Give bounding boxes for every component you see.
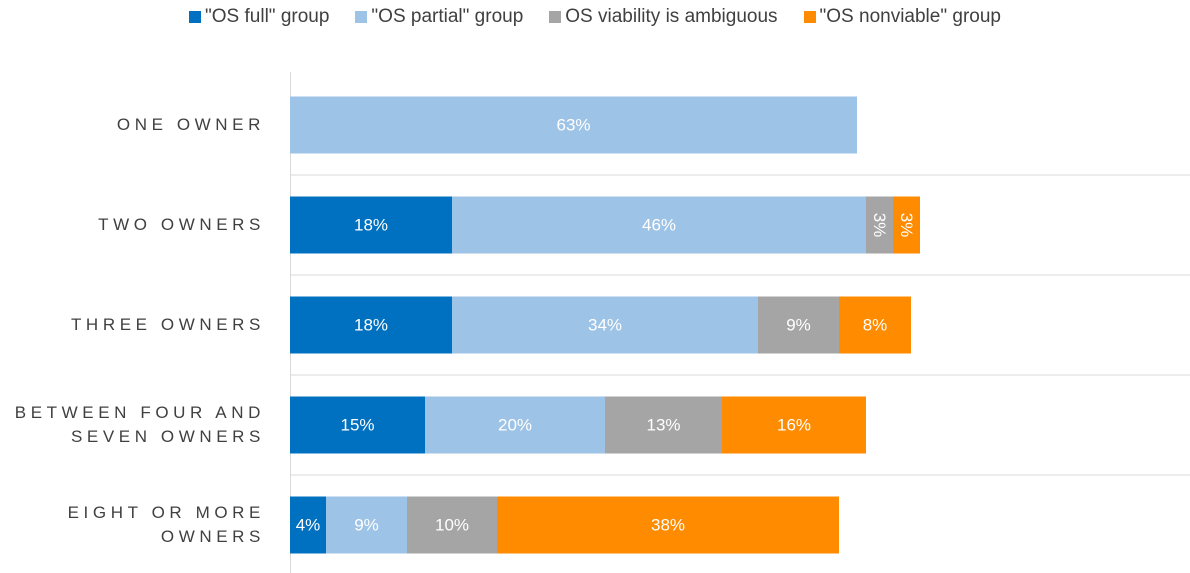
data-label: 38% [651, 516, 685, 535]
data-label: 34% [588, 316, 622, 335]
legend-swatch [803, 11, 816, 23]
legend-item: "OS partial" group [355, 6, 523, 28]
data-label: 13% [646, 416, 680, 435]
legend-label: OS viability is ambiguous [565, 6, 778, 27]
bar-segment [407, 496, 497, 554]
legend: "OS full" group "OS partial" group OS viab… [0, 6, 1190, 28]
y-tick-label: TWO OWNERS [98, 215, 265, 234]
bar-segment [425, 396, 605, 454]
legend-label: "OS nonviable" group [819, 6, 1001, 27]
legend-swatch [189, 11, 202, 23]
data-label: 15% [340, 416, 374, 435]
legend-item: OS viability is ambiguous [549, 6, 778, 28]
data-label: 4% [296, 516, 321, 535]
y-tick-label: BETWEEN FOUR AND SEVEN OWNERS [14, 403, 265, 446]
bar-segment [290, 96, 857, 154]
data-label: 10% [435, 516, 469, 535]
y-tick-label: EIGHT OR MORE OWNERS [67, 503, 265, 546]
legend-swatch [549, 11, 562, 23]
bar-segment [758, 296, 839, 354]
bar-segment [605, 396, 722, 454]
bar-segment [290, 396, 425, 454]
legend-label: "OS full" group [205, 6, 330, 27]
legend-item: "OS nonviable" group [803, 6, 1001, 28]
bar-segment [452, 296, 758, 354]
bar-segment [452, 196, 866, 254]
legend-item: "OS full" group [189, 6, 329, 28]
bar-segment [839, 296, 911, 354]
bar-segment [866, 196, 893, 254]
y-tick-label: THREE OWNERS [70, 315, 265, 334]
data-label: 3% [870, 213, 889, 238]
legend-swatch [355, 11, 368, 23]
bar-segment [722, 396, 866, 454]
data-label: 8% [863, 316, 888, 335]
bar-segment [290, 196, 452, 254]
data-label: 9% [354, 516, 379, 535]
data-label: 18% [354, 216, 388, 235]
data-label: 16% [777, 416, 811, 435]
legend-label: "OS partial" group [371, 6, 524, 27]
data-label: 46% [642, 216, 676, 235]
bar-segment [893, 196, 920, 254]
y-tick-label: ONE OWNER [116, 115, 265, 134]
data-label: 63% [556, 116, 590, 135]
data-label: 18% [354, 316, 388, 335]
data-label: 9% [786, 316, 811, 335]
bar-segment [290, 296, 452, 354]
bar-segment [497, 496, 839, 554]
bar-segment [290, 496, 326, 554]
bar-segment [326, 496, 407, 554]
data-label: 3% [897, 213, 916, 238]
data-label: 20% [498, 416, 532, 435]
